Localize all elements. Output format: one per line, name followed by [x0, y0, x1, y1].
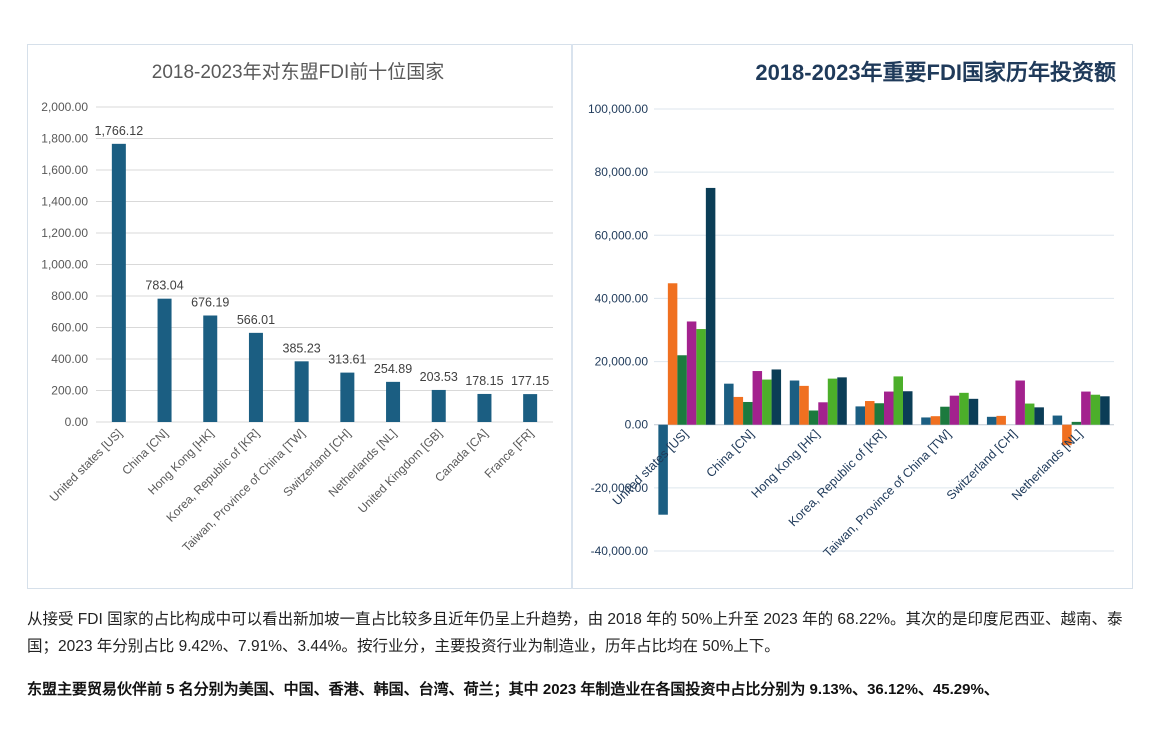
bar: [837, 377, 847, 425]
bar: [1024, 403, 1035, 425]
x-tick-label: United states [US]: [47, 426, 125, 504]
y-tick-label: 1,000.00: [41, 258, 88, 272]
bar: [340, 372, 355, 422]
bar: [949, 395, 960, 425]
chart-title: 2018-2023年重要FDI国家历年投资额: [755, 60, 1116, 85]
data-label: 783.04: [145, 279, 183, 293]
bar: [959, 392, 969, 425]
bar: [1034, 407, 1044, 425]
x-tick-label: Netherlands [NL]: [1009, 427, 1085, 503]
bar: [743, 401, 753, 425]
x-tick-label: Hong Kong [HK]: [749, 427, 823, 501]
bar: [667, 283, 678, 425]
bar: [733, 396, 744, 425]
x-tick-label: Switzerland [CH]: [944, 427, 1020, 503]
y-tick-label: -40,000.00: [591, 544, 649, 558]
bar: [1071, 421, 1082, 425]
bar: [157, 298, 172, 422]
left-bar-chart: 2018-2023年对东盟FDI前十位国家 0.00 200.00 400.00 600…: [41, 61, 553, 554]
y-tick-label: 0.00: [625, 418, 649, 432]
y-tick-label: 20,000.00: [595, 355, 649, 369]
y-tick-label: 100,000.00: [588, 102, 648, 116]
data-label: 178.15: [465, 374, 503, 388]
y-tick-label: 60,000.00: [595, 228, 649, 242]
bar: [523, 394, 538, 422]
bar: [865, 401, 875, 425]
y-tick-label: -20,000.00: [591, 481, 649, 495]
y-tick-label: 2,000.00: [41, 100, 88, 114]
bar: [789, 380, 800, 425]
bar: [940, 406, 950, 425]
bar: [968, 398, 979, 425]
chart-title: 2018-2023年对东盟FDI前十位国家: [152, 61, 444, 83]
data-label: 1,766.12: [95, 124, 144, 138]
chart-divider: [571, 44, 573, 589]
bar: [827, 378, 838, 425]
bar: [1081, 391, 1091, 425]
y-tick-label: 40,000.00: [595, 291, 649, 305]
bar: [808, 410, 819, 425]
bar: [1052, 415, 1063, 425]
x-tick-label: United states [US]: [610, 427, 691, 508]
data-label: 203.53: [420, 370, 458, 384]
bar: [677, 355, 687, 425]
bar: [724, 383, 734, 425]
chart-frame: [27, 44, 1133, 589]
bar: [996, 415, 1006, 425]
bar: [903, 391, 913, 425]
bar: [294, 361, 309, 422]
bar: [893, 376, 903, 425]
data-label: 676.19: [191, 296, 229, 310]
body-paragraph-bold: 东盟主要贸易伙伴前 5 名分别为美国、中国、香港、韩国、台湾、荷兰；其中 202…: [27, 681, 999, 698]
data-label: 313.61: [328, 353, 366, 367]
body-paragraph: 从接受 FDI 国家的占比构成中可以看出新加坡一直占比较多且近年仍呈上升趋势，由…: [27, 611, 1123, 655]
bar: [248, 332, 263, 422]
y-tick-label: 1,600.00: [41, 163, 88, 177]
x-tick-label: France [FR]: [482, 426, 537, 481]
bar: [431, 389, 446, 422]
bar: [1100, 396, 1110, 425]
bar: [930, 416, 941, 425]
bar: [477, 393, 492, 422]
bar: [1062, 424, 1072, 446]
y-tick-label: 1,400.00: [41, 195, 88, 209]
right-grouped-bar-chart: 2018-2023年重要FDI国家历年投资额 -40,000.00 -20,000.…: [588, 60, 1116, 560]
bar: [986, 416, 997, 425]
y-tick-label: 400.00: [51, 352, 88, 366]
bar: [884, 391, 894, 425]
bar: [686, 321, 697, 425]
y-tick-label: 200.00: [51, 384, 88, 398]
x-tick-label: China [CN]: [704, 427, 757, 480]
bar: [771, 369, 782, 425]
y-tick-label: 600.00: [51, 321, 88, 335]
y-tick-label: 80,000.00: [595, 165, 649, 179]
bar: [203, 315, 218, 422]
bar: [855, 406, 865, 425]
bar: [1090, 394, 1101, 425]
bar: [705, 187, 716, 425]
bar: [696, 329, 706, 425]
data-label: 566.01: [237, 313, 275, 327]
data-label: 254.89: [374, 362, 412, 376]
y-tick-label: 0.00: [65, 415, 89, 429]
bar: [386, 381, 401, 422]
bar: [762, 379, 772, 425]
bar: [921, 417, 931, 425]
data-label: 177.15: [511, 374, 549, 388]
x-tick-label: Taiwan, Province of China [TW]: [821, 427, 954, 560]
bar: [1015, 380, 1025, 425]
bar: [818, 402, 828, 425]
bar: [752, 371, 763, 425]
bar: [799, 385, 809, 425]
y-tick-label: 1,200.00: [41, 226, 88, 240]
bar: [874, 403, 884, 425]
y-tick-label: 1,800.00: [41, 132, 88, 146]
y-tick-label: 800.00: [51, 289, 88, 303]
bar: [658, 424, 668, 515]
data-label: 385.23: [283, 341, 321, 355]
bar: [111, 143, 126, 422]
x-tick-label: United Kingdom [GB]: [355, 426, 445, 516]
